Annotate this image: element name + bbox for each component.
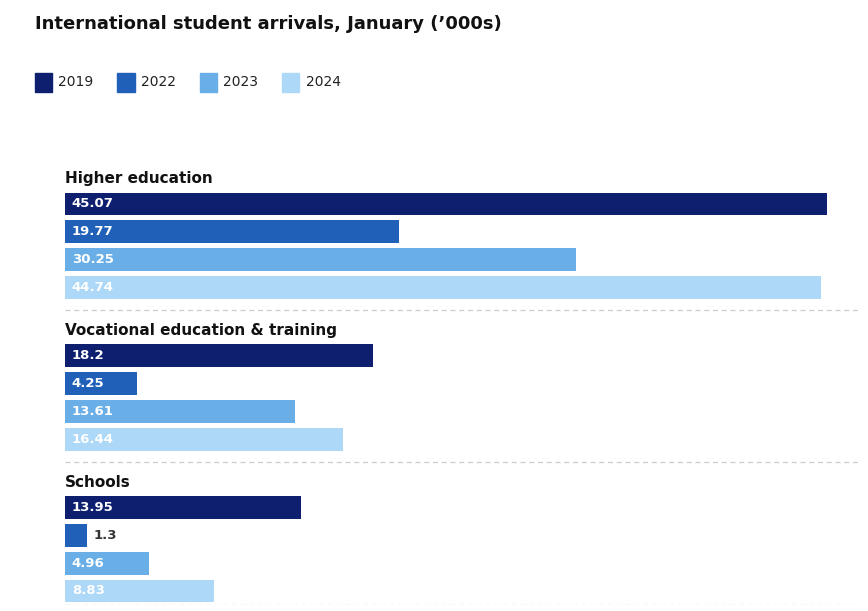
Bar (65, 248, 576, 271)
Text: 1.3: 1.3 (94, 529, 117, 542)
Text: 4.25: 4.25 (72, 377, 104, 390)
Text: 30.25: 30.25 (72, 253, 114, 266)
Bar (65, 276, 821, 299)
Text: Higher education: Higher education (65, 171, 213, 186)
Bar (65, 580, 214, 602)
Text: 2019: 2019 (58, 76, 94, 89)
Text: 44.74: 44.74 (72, 281, 114, 294)
Text: 2022: 2022 (141, 76, 175, 89)
Text: Vocational education & training: Vocational education & training (65, 323, 337, 338)
Text: 16.44: 16.44 (72, 433, 114, 445)
Text: 18.2: 18.2 (72, 349, 104, 362)
Bar (65, 221, 399, 243)
Text: 13.61: 13.61 (72, 405, 114, 418)
Bar (65, 344, 372, 367)
Text: International student arrivals, January (’000s): International student arrivals, January … (35, 15, 502, 33)
Bar (65, 192, 826, 215)
Text: 4.96: 4.96 (72, 557, 105, 569)
Bar (65, 552, 149, 574)
Text: 13.95: 13.95 (72, 501, 114, 514)
Bar (65, 428, 343, 451)
Text: 2024: 2024 (306, 76, 340, 89)
Text: Schools: Schools (65, 475, 131, 490)
Text: 45.07: 45.07 (72, 197, 114, 210)
Text: 2023: 2023 (223, 76, 258, 89)
Bar (65, 496, 301, 519)
Bar (65, 372, 137, 395)
Bar (65, 400, 295, 423)
Text: 8.83: 8.83 (72, 585, 105, 598)
Bar (65, 524, 87, 547)
Text: 19.77: 19.77 (72, 225, 114, 238)
